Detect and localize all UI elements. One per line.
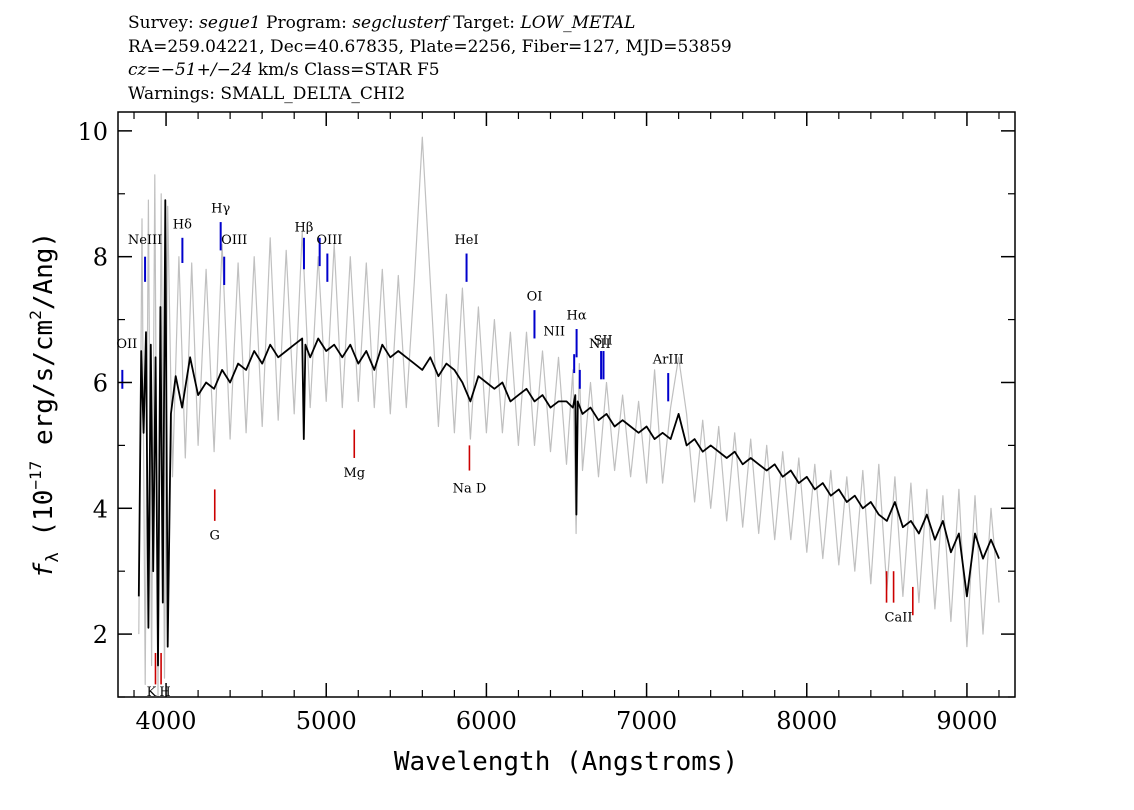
flux-series-raw (138, 136, 1000, 697)
x-axis-label: Wavelength (Angstroms) (394, 747, 738, 777)
emission-line-label: OII (116, 337, 137, 352)
x-tick-label: 5000 (296, 707, 357, 735)
program-label: Program: (266, 13, 347, 33)
cz-value: −51+/−24 (160, 60, 253, 80)
axes-layer: 4000 5000 6000 7000 8000 9000 2 4 6 8 10 (77, 112, 1015, 735)
y-axis-label: fλ (10−17 erg/s/cm2/Ang) (26, 232, 63, 578)
emission-line-label: SII (594, 334, 613, 349)
absorption-line-label: Na D (453, 482, 487, 497)
plot-frame (117, 111, 1016, 698)
y-label-end: /Ang) (29, 232, 59, 310)
absorption-line-label: H (159, 685, 170, 700)
header-line-survey: Survey: segue1 Program: segclusterf Targ… (128, 12, 732, 36)
x-tick-label: 9000 (936, 707, 997, 735)
y-tick-label: 6 (93, 369, 108, 397)
program-value: segclusterf (352, 13, 448, 33)
emission-line-label: OIII (221, 233, 247, 248)
y-tick-label: 4 (93, 495, 108, 523)
series-layer (137, 136, 1000, 697)
header-line-coords: RA=259.04221, Dec=40.67835, Plate=2256, … (128, 36, 732, 57)
y-label-units: erg/s/cm (29, 320, 59, 461)
emission-line-label: NeIII (128, 233, 162, 248)
cz-label: cz= (128, 60, 161, 80)
x-tick-label: 8000 (776, 707, 837, 735)
cz-unit-class: km/s Class=STAR F5 (257, 60, 440, 80)
target-value: LOW_METAL (520, 13, 636, 33)
y-label-sub: λ (43, 552, 63, 562)
emission-line-label: Hγ (211, 202, 230, 217)
emission-line-label: Hβ (295, 221, 314, 236)
survey-value: segue1 (199, 13, 261, 33)
absorption-line-label: CaII (885, 611, 913, 626)
emission-line-label: OI (527, 290, 543, 305)
emission-line-label: ArIII (652, 353, 684, 368)
survey-label: Survey: (128, 13, 194, 33)
absorption-line-label: Mg (343, 466, 365, 481)
header-line-redshift: cz=−51+/−24 km/s Class=STAR F5 (128, 59, 732, 83)
y-label-rest: (10 (29, 490, 59, 553)
absorption-line-label: K (147, 685, 157, 700)
y-label-exp2: 2 (26, 310, 45, 320)
emission-line-label: OIII (316, 233, 342, 248)
y-tick-label: 10 (77, 118, 108, 146)
x-tick-label: 4000 (136, 707, 197, 735)
emission-line-label: NII (589, 337, 611, 352)
emission-line-label: NII (543, 324, 565, 339)
absorption-line-label: G (210, 529, 220, 544)
emission-line-label: Hα (567, 309, 587, 324)
flux-series-smoothed (137, 199, 1000, 667)
y-label-f: f (29, 562, 59, 578)
y-label-exp: −17 (26, 461, 45, 490)
emission-line-label: Hδ (173, 217, 192, 232)
y-tick-label: 8 (93, 244, 108, 272)
emission-line-label: HeI (454, 233, 478, 248)
spectrum-header: Survey: segue1 Program: segclusterf Targ… (128, 12, 732, 106)
x-tick-label: 6000 (456, 707, 517, 735)
y-tick-label: 2 (93, 621, 108, 649)
target-label: Target: (453, 13, 516, 33)
header-line-warnings: Warnings: SMALL_DELTA_CHI2 (128, 83, 406, 104)
x-tick-label: 7000 (616, 707, 677, 735)
